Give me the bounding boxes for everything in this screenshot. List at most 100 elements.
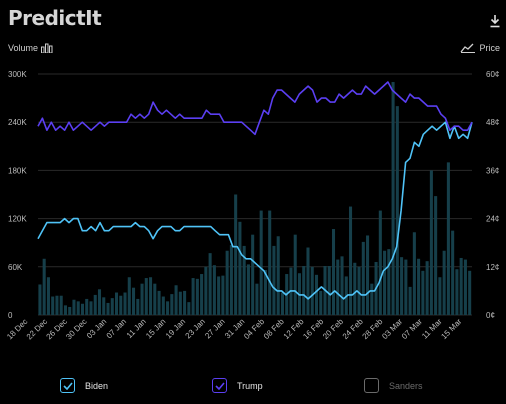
- x-tick-label: 03 Jan: [85, 317, 108, 340]
- volume-bar: [327, 265, 331, 315]
- volume-bar: [404, 259, 408, 315]
- volume-bar: [268, 210, 272, 315]
- x-tick-label: 07 Jan: [105, 317, 128, 340]
- volume-bar: [238, 221, 242, 315]
- volume-bar: [459, 257, 463, 315]
- x-tick-label: 07 Mar: [400, 317, 424, 341]
- volume-bar: [429, 170, 433, 315]
- volume-bar: [455, 269, 459, 315]
- volume-bar: [229, 245, 233, 315]
- volume-toggle[interactable]: Volume: [8, 42, 55, 53]
- volume-bar: [421, 270, 425, 315]
- volume-bar: [302, 265, 306, 315]
- volume-bar: [225, 250, 229, 315]
- volume-bar: [293, 234, 297, 315]
- download-icon[interactable]: [489, 14, 501, 28]
- volume-bar: [46, 277, 50, 315]
- x-tick-label: 15 Mar: [439, 317, 463, 341]
- volume-bar: [89, 301, 93, 315]
- volume-bar: [306, 247, 310, 315]
- volume-bar: [391, 82, 395, 316]
- volume-bar: [136, 298, 140, 315]
- volume-bar: [272, 245, 276, 315]
- legend-sanders[interactable]: Sanders: [364, 378, 423, 393]
- y-tick-label-left: 180K: [8, 166, 27, 175]
- volume-bar: [149, 277, 153, 315]
- volume-bar: [370, 283, 374, 315]
- volume-bar: [395, 106, 399, 315]
- volume-bar: [234, 194, 238, 315]
- volume-bar: [314, 274, 319, 315]
- volume-bar: [76, 301, 80, 315]
- legend-biden[interactable]: Biden: [60, 378, 108, 393]
- x-tick-label: 11 Mar: [420, 317, 444, 341]
- volume-bar: [153, 283, 157, 315]
- volume-bar: [463, 259, 467, 315]
- x-tick-label: 18 Dec: [5, 317, 29, 341]
- x-tick-label: 08 Feb: [262, 317, 286, 341]
- y-tick-label-right: 36¢: [486, 166, 499, 175]
- volume-bar: [446, 162, 450, 315]
- volume-bar: [217, 276, 221, 315]
- volume-bar: [55, 295, 59, 315]
- line-chart-icon: [460, 43, 476, 53]
- y-tick-label-right: 60¢: [486, 70, 499, 79]
- volume-bar: [438, 277, 442, 315]
- volume-bar: [400, 257, 404, 315]
- volume-bar: [387, 249, 391, 315]
- y-tick-label-right: 48¢: [486, 118, 499, 127]
- volume-bar: [110, 298, 114, 315]
- x-tick-label: 19 Jan: [164, 317, 187, 340]
- legend-label: Biden: [85, 380, 109, 391]
- volume-bar: [251, 234, 255, 315]
- volume-bar: [140, 283, 144, 315]
- volume-bar: [174, 285, 178, 315]
- y-tick-label-left: 60K: [8, 263, 23, 272]
- x-tick-label: 24 Feb: [341, 317, 365, 341]
- volume-bar: [51, 296, 55, 315]
- legend-label: Sanders: [389, 380, 423, 391]
- legend-trump[interactable]: Trump: [212, 378, 263, 393]
- volume-bar: [221, 275, 225, 315]
- volume-bar: [157, 290, 161, 315]
- volume-bar: [242, 245, 246, 315]
- y-tick-label-right: 12¢: [486, 263, 499, 272]
- price-volume-chart: 0 0¢ 60K 12¢ 120K 24¢ 180K 36¢ 240K 48¢ 300K 60¢ 18 …: [5, 70, 499, 341]
- series-line-trump: [37, 81, 473, 136]
- volume-bar: [200, 274, 204, 315]
- x-tick-label: 20 Feb: [321, 317, 345, 341]
- x-tick-label: 28 Feb: [361, 317, 385, 341]
- volume-bar: [183, 290, 187, 315]
- x-tick-label: 22 Dec: [25, 317, 49, 341]
- price-label: Price: [479, 42, 500, 53]
- volume-bar: [132, 287, 136, 315]
- volume-bar: [42, 258, 46, 315]
- legend-label: Trump: [237, 380, 263, 391]
- volume-bar: [63, 305, 67, 315]
- x-tick-label: 27 Jan: [203, 317, 226, 340]
- y-tick-label-left: 0: [8, 311, 13, 320]
- volume-bar: [353, 262, 357, 315]
- y-tick-label-right: 24¢: [486, 215, 499, 224]
- x-tick-label: 31 Jan: [223, 317, 246, 340]
- volume-bar: [144, 278, 148, 315]
- volume-bar: [276, 236, 280, 315]
- volume-bar: [80, 303, 85, 315]
- volume-bar: [123, 292, 127, 315]
- x-tick-label: 12 Feb: [282, 317, 306, 341]
- y-tick-label-left: 120K: [8, 215, 27, 224]
- volume-bar: [361, 241, 365, 315]
- x-tick-label: 30 Dec: [64, 317, 88, 341]
- price-toggle[interactable]: Price: [460, 42, 500, 53]
- volume-bar: [85, 298, 89, 315]
- x-tick-label: 26 Dec: [45, 317, 69, 341]
- y-tick-label-left: 240K: [8, 118, 27, 127]
- volume-bar: [280, 292, 284, 315]
- volume-bar: [119, 295, 123, 315]
- volume-bar: [93, 294, 97, 315]
- volume-bar: [310, 266, 314, 315]
- volume-bar: [204, 266, 208, 315]
- volume-bar: [102, 297, 106, 315]
- volume-bar: [212, 265, 216, 315]
- volume-bar: [178, 291, 182, 315]
